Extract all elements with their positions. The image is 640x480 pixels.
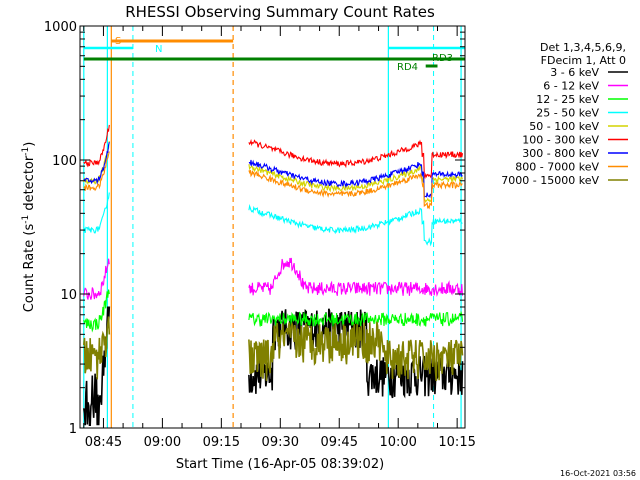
y-axis-label-sup1: -1: [21, 215, 31, 224]
series-line-5: [83, 124, 464, 180]
legend-label: 50 - 100 keV: [529, 120, 599, 133]
series-line-7: [83, 151, 463, 210]
legend-label: 3 - 6 keV: [550, 66, 599, 79]
legend-header: Det 1,3,4,5,6,9,: [540, 41, 626, 54]
legend: Det 1,3,4,5,6,9,FDecim 1, Att 03 - 6 keV…: [501, 41, 628, 187]
legend-label: 800 - 7000 keV: [515, 161, 599, 174]
flag-label-n: N: [155, 44, 162, 55]
y-axis-label-sup2: -1: [21, 147, 31, 156]
x-tick-label: 09:45: [321, 435, 358, 450]
y-tick-label: 10: [60, 288, 77, 303]
series-line-2: [83, 289, 464, 333]
y-axis-label-part3: ): [22, 142, 37, 147]
x-axis: 08:45 09:00 09:15 09:30 09:45 10:00 10:15: [83, 26, 476, 450]
series-line-8: [83, 316, 464, 381]
flag-label-s: S: [115, 36, 121, 47]
y-axis-label: Count Rate (s-1 detector-1): [21, 142, 37, 313]
series-line-1: [83, 257, 464, 300]
y-tick-label: 1000: [44, 20, 77, 35]
legend-label: 12 - 25 keV: [536, 93, 599, 106]
x-tick-label: 08:45: [85, 435, 122, 450]
plot-area: S N RD3 RD4: [83, 26, 466, 428]
legend-label: 6 - 12 keV: [543, 80, 599, 93]
chart-title: RHESSI Observing Summary Count Rates: [125, 3, 435, 21]
legend-label: 7000 - 15000 keV: [501, 174, 599, 187]
x-tick-label: 09:00: [144, 435, 181, 450]
series-line-3: [83, 192, 463, 247]
y-tick-label: 100: [52, 154, 77, 169]
y-tick-label: 1: [69, 422, 77, 437]
legend-label: 300 - 800 keV: [522, 147, 599, 160]
y-axis: 1 10 100 1000: [44, 20, 465, 437]
x-tick-label: 09:30: [262, 435, 299, 450]
y-axis-label-part1: Count Rate (s: [22, 224, 37, 313]
plot-frame: [79, 25, 466, 429]
legend-label: 100 - 300 keV: [522, 134, 599, 147]
series-line-6: [83, 141, 463, 199]
timestamp: 16-Oct-2021 03:56: [560, 469, 636, 478]
flag-label-rd4: RD4: [397, 62, 418, 73]
x-axis-label: Start Time (16-Apr-05 08:39:02): [176, 457, 384, 472]
x-tick-label: 09:15: [203, 435, 240, 450]
x-tick-label: 10:00: [379, 435, 416, 450]
flag-label-rd3: RD3: [432, 53, 453, 64]
legend-header: FDecim 1, Att 0: [541, 54, 626, 67]
legend-label: 25 - 50 keV: [536, 107, 599, 120]
x-tick-label: 10:15: [438, 435, 475, 450]
y-axis-label-part2: detector: [22, 155, 37, 215]
